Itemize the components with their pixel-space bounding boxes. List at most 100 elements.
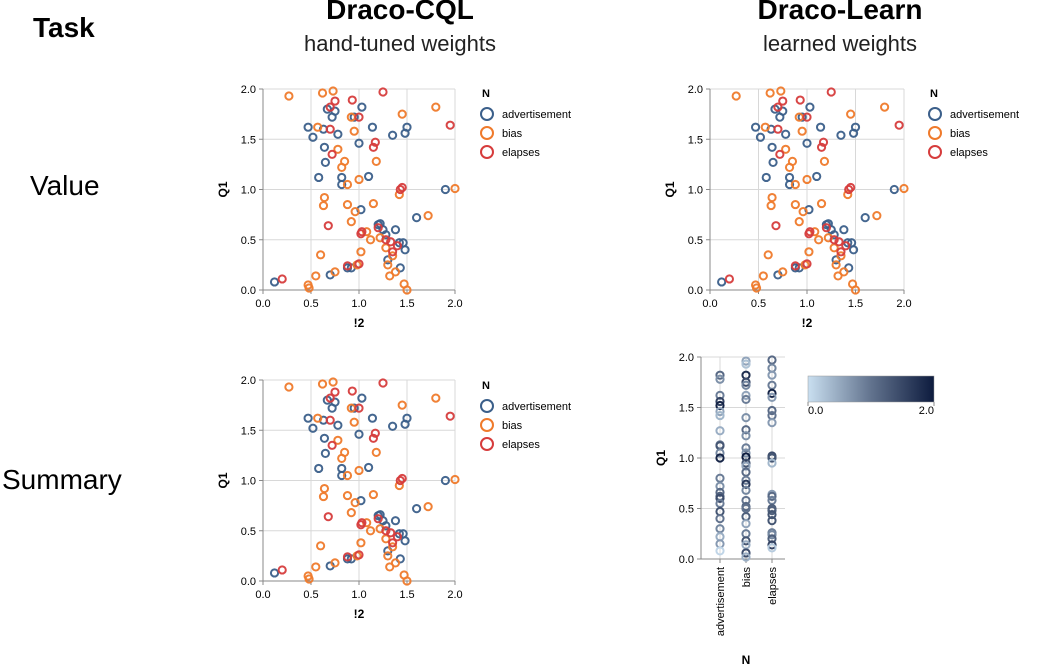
x-tick-label: 1.0: [351, 298, 366, 310]
point-bias: [741, 548, 751, 558]
point-bias: [741, 519, 751, 529]
point-bias: [741, 443, 751, 453]
x-tick-label: advertisement: [715, 567, 727, 636]
point-bias: [319, 483, 330, 494]
point-bias: [431, 393, 441, 403]
y-tick-label: 1.0: [241, 185, 256, 197]
point-advertisement: [319, 433, 330, 443]
point-bias: [371, 156, 381, 166]
point-advertisement: [319, 142, 330, 152]
point-elapses: [386, 528, 396, 538]
point-bias: [741, 431, 751, 441]
point-elapses: [775, 149, 785, 159]
point-bias: [333, 435, 343, 445]
point-elapses: [773, 102, 783, 112]
point-bias: [318, 491, 329, 502]
point-bias: [330, 558, 340, 568]
point-bias: [741, 359, 751, 369]
point-elapses: [342, 261, 353, 271]
point-elapses: [894, 120, 904, 130]
point-bias: [741, 479, 751, 489]
point-bias: [342, 490, 353, 501]
point-elapses: [354, 403, 364, 413]
point-bias: [317, 88, 328, 98]
point-bias: [763, 250, 773, 260]
point-bias: [802, 174, 812, 185]
point-elapses: [325, 124, 335, 134]
point-advertisement: [390, 516, 401, 526]
point-elapses: [388, 247, 398, 257]
point-bias: [328, 377, 338, 387]
point-elapses: [323, 221, 333, 231]
point-advertisement: [412, 213, 422, 223]
point-bias: [346, 508, 356, 518]
point-bias: [778, 267, 788, 277]
color-scale-bar: [807, 375, 935, 403]
point-bias: [390, 558, 401, 568]
legend-label-elapses: elapses: [502, 147, 540, 159]
point-advertisement: [390, 225, 401, 235]
point-elapses: [802, 112, 812, 122]
point-advertisement: [320, 157, 330, 167]
point-advertisement: [269, 277, 280, 287]
legend-symbol-bias: [480, 418, 494, 432]
point-advertisement: [761, 172, 771, 183]
point-bias: [304, 283, 314, 293]
legend-title: N: [482, 380, 490, 392]
point-bias: [741, 536, 751, 546]
legend-symbol-elapses: [480, 437, 494, 451]
point-elapses: [342, 552, 353, 562]
point-advertisement: [400, 245, 410, 255]
point-bias: [872, 211, 882, 221]
point-bias: [388, 542, 398, 552]
point-bias: [368, 198, 378, 209]
point-advertisement: [354, 429, 364, 439]
point-advertisement: [715, 396, 725, 407]
point-advertisement: [715, 514, 725, 524]
y-tick-label: 0.5: [241, 235, 256, 247]
point-elapses: [397, 182, 407, 193]
x-tick-label: 0.0: [255, 589, 270, 601]
color-scale-min-label: 0.0: [808, 405, 823, 417]
point-elapses: [325, 393, 335, 403]
point-elapses: [373, 223, 383, 233]
x-tick-label: 2.0: [896, 298, 911, 310]
point-advertisement: [400, 536, 410, 546]
point-bias: [814, 235, 824, 245]
point-advertisement: [440, 475, 450, 486]
point-advertisement: [349, 403, 359, 413]
point-advertisement: [715, 426, 725, 436]
legend-symbol-bias: [480, 126, 494, 140]
point-advertisement: [889, 184, 899, 195]
x-tick-label: 0.5: [303, 298, 318, 310]
point-bias: [346, 217, 356, 227]
point-elapses: [323, 512, 333, 522]
point-bias: [365, 235, 376, 245]
point-elapses: [445, 411, 455, 421]
point-elapses: [790, 261, 800, 271]
legend-symbol-advertisement: [480, 399, 494, 413]
x-tick-label: 1.0: [351, 589, 366, 601]
y-tick-label: 0.5: [679, 504, 694, 516]
x-tick-label: 1.0: [799, 298, 814, 310]
point-advertisement: [715, 410, 725, 421]
point-elapses: [388, 538, 398, 548]
point-advertisement: [303, 413, 313, 423]
point-bias: [767, 192, 777, 203]
point-bias: [766, 200, 776, 211]
point-bias: [319, 192, 330, 203]
point-elapses: [330, 96, 340, 106]
point-elapses: [771, 221, 781, 231]
point-bias: [333, 144, 343, 154]
y-tick-label: 1.5: [241, 425, 256, 437]
column-subtitle-draco-learn: learned weights: [762, 31, 918, 56]
point-bias: [816, 198, 827, 209]
point-advertisement: [715, 448, 725, 458]
point-bias: [304, 574, 314, 584]
y-tick-label: 2.0: [241, 375, 256, 387]
point-bias: [741, 425, 751, 435]
legend-label-bias: bias: [502, 128, 523, 140]
point-bias: [402, 576, 412, 586]
point-advertisement: [715, 453, 725, 463]
point-elapses: [347, 95, 357, 105]
